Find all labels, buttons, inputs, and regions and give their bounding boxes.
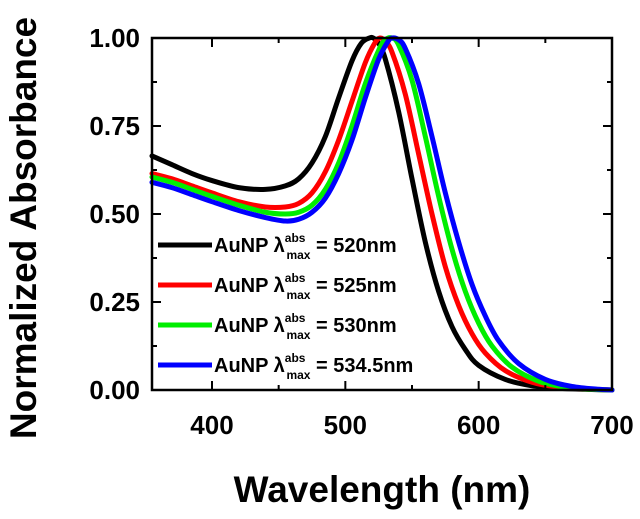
legend-label-3: AuNP λabs max = 530nm bbox=[214, 311, 397, 342]
x-tick-label: 500 bbox=[324, 410, 367, 440]
x-tick-label: 400 bbox=[190, 410, 233, 440]
legend-label-2: AuNP λabs max = 525nm bbox=[214, 271, 397, 302]
x-tick-label: 600 bbox=[457, 410, 500, 440]
legend-label-1: AuNP λabs max = 520nm bbox=[214, 231, 397, 262]
y-tick-label: 0.50 bbox=[89, 199, 140, 229]
x-axis-title: Wavelength (nm) bbox=[234, 469, 531, 510]
series-line-3 bbox=[149, 35, 615, 393]
y-tick-label: 0.25 bbox=[89, 287, 140, 317]
series-line-1 bbox=[149, 34, 615, 393]
y-axis-title: Normalized Absorbance bbox=[3, 17, 44, 439]
y-tick-label: 1.00 bbox=[89, 23, 140, 53]
legend: AuNP λabs max = 520nm AuNP λabs max = 525nm… bbox=[158, 231, 413, 382]
x-tick-label: 700 bbox=[590, 410, 633, 440]
y-tick-label: 0.00 bbox=[89, 375, 140, 405]
plot-frame bbox=[150, 36, 614, 392]
legend-label-4: AuNP λabs max = 534.5nm bbox=[214, 351, 413, 382]
series-line-4 bbox=[149, 35, 615, 393]
ticks-layer: 400 500 600 700 0.00 0.25 0.50 0.75 1.00 bbox=[89, 23, 633, 440]
series-line-2 bbox=[149, 35, 615, 393]
y-tick-label: 0.75 bbox=[89, 111, 140, 141]
series-layer bbox=[149, 34, 615, 393]
